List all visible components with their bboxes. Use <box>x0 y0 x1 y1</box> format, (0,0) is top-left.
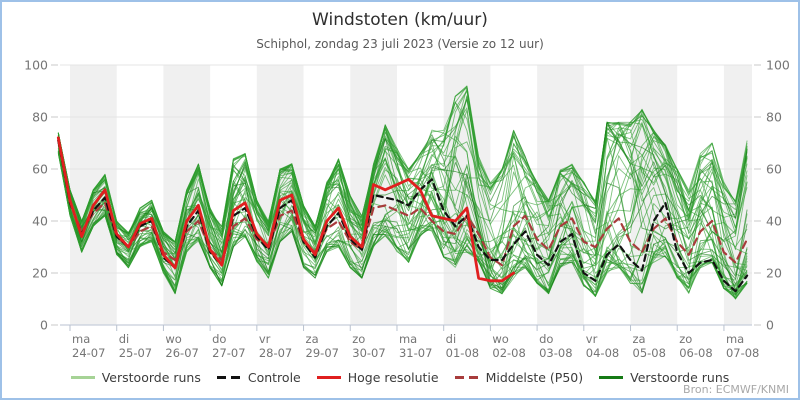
x-axis-date-label: 28-07 <box>259 346 292 360</box>
y-axis-label-right: 60 <box>766 162 782 177</box>
x-axis-date-label: 30-07 <box>352 346 385 360</box>
ensemble-member-line <box>57 96 748 296</box>
legend-label: Hoge resolutie <box>347 370 439 385</box>
ensemble-member-line <box>57 137 748 293</box>
legend-label: Middelste (P50) <box>485 370 584 385</box>
x-axis-day-label: ma <box>726 332 744 346</box>
x-axis-date-label: 06-08 <box>679 346 712 360</box>
y-axis-label-left: 80 <box>32 110 48 125</box>
chart-header: Windstoten (km/uur) Schiphol, zondag 23 … <box>2 10 798 51</box>
legend-label: Verstoorde runs <box>630 370 730 385</box>
ensemble-member-line <box>57 152 748 293</box>
y-axis-label-right: 80 <box>766 110 782 125</box>
x-axis-day-label: di <box>119 332 129 346</box>
x-axis-date-label: 31-07 <box>399 346 432 360</box>
x-axis-date-label: 01-08 <box>446 346 479 360</box>
x-axis-day-label: do <box>212 332 226 346</box>
ensemble-member-line <box>57 145 748 297</box>
legend-swatch-line <box>599 376 624 379</box>
legend-swatch-line <box>454 376 479 379</box>
page-title: Windstoten (km/uur) <box>312 10 488 30</box>
x-axis-day-label: do <box>539 332 553 346</box>
page-subtitle: Schiphol, zondag 23 juli 2023 (Versie zo… <box>256 37 544 51</box>
x-axis-day-label: za <box>306 332 319 346</box>
legend-swatch-line <box>216 376 241 379</box>
x-axis-day-label: ma <box>399 332 417 346</box>
legend-label: Controle <box>247 370 301 385</box>
ensemble-member-line <box>57 102 748 287</box>
x-axis-date-label: 25-07 <box>119 346 152 360</box>
x-axis-day-label: vr <box>259 332 271 346</box>
x-axis-day-label: ma <box>72 332 90 346</box>
x-axis-date-label: 03-08 <box>539 346 572 360</box>
chart-legend: Verstoorde runs Controle Hoge resolutie Mid… <box>2 370 798 385</box>
ensemble-member-line <box>57 121 748 290</box>
x-axis-date-label: 02-08 <box>492 346 525 360</box>
x-axis-date-label: 26-07 <box>165 346 198 360</box>
y-axis-label-right: 100 <box>766 58 790 73</box>
x-axis-day-label: wo <box>165 332 181 346</box>
ensemble-member-line <box>57 86 748 289</box>
x-axis-day-label: vr <box>586 332 598 346</box>
legend-item: Verstoorde runs <box>599 370 729 385</box>
ensemble-member-line <box>57 85 748 293</box>
p50-median-line <box>57 139 749 267</box>
legend-item: Hoge resolutie <box>316 370 439 385</box>
legend-item: Verstoorde runs <box>70 370 201 385</box>
y-axis-label-left: 40 <box>32 214 48 229</box>
y-axis-label-left: 0 <box>40 318 48 333</box>
ensemble-member-line <box>57 144 748 299</box>
legend-item: Controle <box>216 370 301 385</box>
x-axis-date-label: 07-08 <box>726 346 759 360</box>
hires-line <box>56 136 516 283</box>
x-axis-date-label: 05-08 <box>633 346 666 360</box>
legend-label: Verstoorde runs <box>101 370 201 385</box>
x-axis-date-label: 27-07 <box>212 346 245 360</box>
x-axis-day-label: di <box>446 332 457 346</box>
x-axis-date-label: 04-08 <box>586 346 619 360</box>
ensemble-member-line <box>57 113 748 281</box>
x-axis-day-label: zo <box>679 332 692 346</box>
x-axis-day-label: wo <box>492 332 508 346</box>
ensemble-member-line <box>57 87 748 266</box>
y-axis-label-left: 20 <box>32 266 48 281</box>
legend-swatch-line <box>70 376 95 379</box>
x-axis-day-label: za <box>633 332 646 346</box>
ensemble-member-line <box>57 107 748 265</box>
ensemble-member-line <box>57 121 748 291</box>
y-axis-label-right: 20 <box>766 266 782 281</box>
source-credit: Bron: ECMWF/KNMI <box>683 383 789 396</box>
legend-swatch-line <box>316 376 341 379</box>
x-axis-day-label: zo <box>352 332 365 346</box>
ensemble-member-line <box>57 90 748 295</box>
x-axis-date-label: 29-07 <box>306 346 339 360</box>
x-axis-date-label: 24-07 <box>72 346 105 360</box>
y-axis-label-right: 40 <box>766 214 782 229</box>
legend-item: Middelste (P50) <box>454 370 584 385</box>
y-axis-label-left: 100 <box>24 58 48 73</box>
y-axis-label-left: 60 <box>32 162 48 177</box>
y-axis-label-right: 0 <box>766 318 774 333</box>
